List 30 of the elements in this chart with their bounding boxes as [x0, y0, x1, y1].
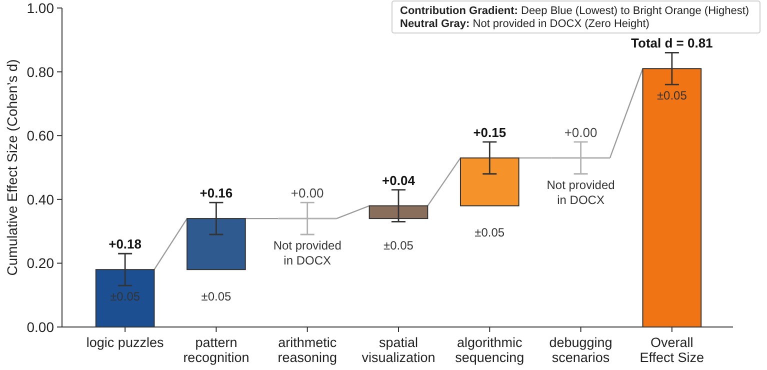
x-tick-label: logic puzzles [86, 335, 164, 350]
x-tick-label: debugging scenarios [549, 335, 612, 365]
x-tick-label: spatial visualization [362, 335, 436, 365]
x-tick-label: algorithmic sequencing [455, 335, 524, 365]
data-label: +0.16 [200, 186, 233, 201]
y-tick-label: 0.00 [26, 319, 54, 335]
y-tick-label: 1.00 [26, 0, 54, 16]
data-label: +0.04 [382, 172, 416, 188]
data-label: +0.00 [564, 124, 598, 140]
annotation: ±0.05 [384, 238, 414, 252]
y-tick-label: 0.20 [26, 255, 54, 272]
x-tick-label: Overall Effect Size [640, 335, 704, 365]
annotation: ±0.05 [201, 290, 232, 304]
annotation: Not provided in DOCX [546, 178, 615, 207]
data-label: Total d = 0.81 [631, 36, 713, 51]
x-tick-label: arithmetic reasoning [278, 335, 338, 365]
annotation: Contribution Gradient: Deep Blue (Lowest) to Bright Orange (Highest) [400, 5, 750, 17]
data-label: +0.15 [473, 124, 506, 140]
y-tick-label: 0.40 [26, 191, 54, 208]
annotation: Neutral Gray: Not provided in DOCX (Zero Height) [400, 18, 650, 30]
x-tick-label: pattern recognition [183, 335, 250, 365]
y-tick-label: 0.80 [26, 64, 54, 80]
data-label: +0.00 [290, 186, 324, 201]
y-axis-title: Cumulative Effect Size (Cohen’s d) [4, 59, 20, 276]
annotation: ±0.05 [474, 226, 505, 240]
data-label: +0.18 [108, 236, 142, 252]
annotation: Not provided in DOCX [273, 238, 342, 268]
y-tick-label: 0.60 [26, 128, 54, 144]
annotation: ±0.05 [110, 290, 140, 304]
annotation: ±0.05 [656, 88, 688, 103]
